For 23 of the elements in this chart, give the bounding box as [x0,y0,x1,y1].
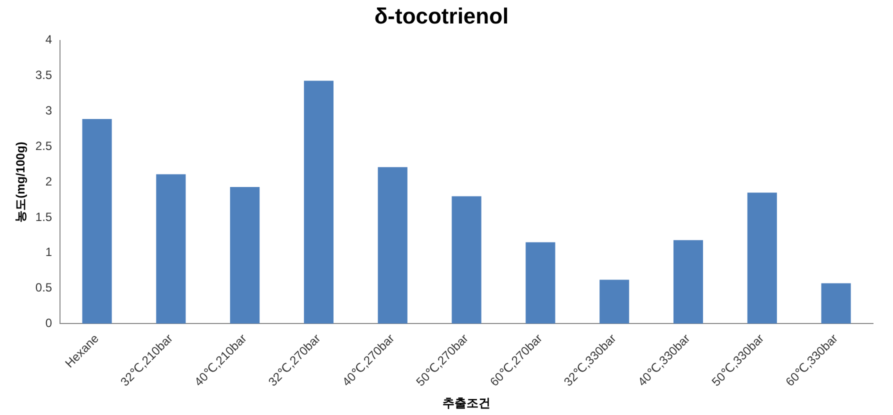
bar [452,196,482,324]
y-tick-label: 3.5 [35,68,52,82]
y-tick-label: 4 [45,32,52,47]
bar [304,80,334,324]
bar [378,167,408,324]
bar [82,119,112,324]
bar [230,186,260,324]
y-tick-label: 1 [45,245,52,260]
y-tick-label: 3 [45,104,52,118]
bar [821,283,851,324]
y-tick-label: 2.5 [35,138,52,153]
bar [600,280,630,324]
bar [673,240,704,324]
chart-title: δ-tocotrienol [374,3,509,28]
y-tick-label: 2 [45,174,52,188]
y-tick-label: 1.5 [35,210,52,224]
bar [526,242,556,324]
x-axis-title: 추출조건 [442,396,491,410]
y-tick-label: 0.5 [35,280,52,295]
y-axis-title: 농도(mg/100g) [14,142,28,222]
y-tick-label: 0 [45,316,52,330]
bar [156,174,186,324]
bar [747,192,777,324]
